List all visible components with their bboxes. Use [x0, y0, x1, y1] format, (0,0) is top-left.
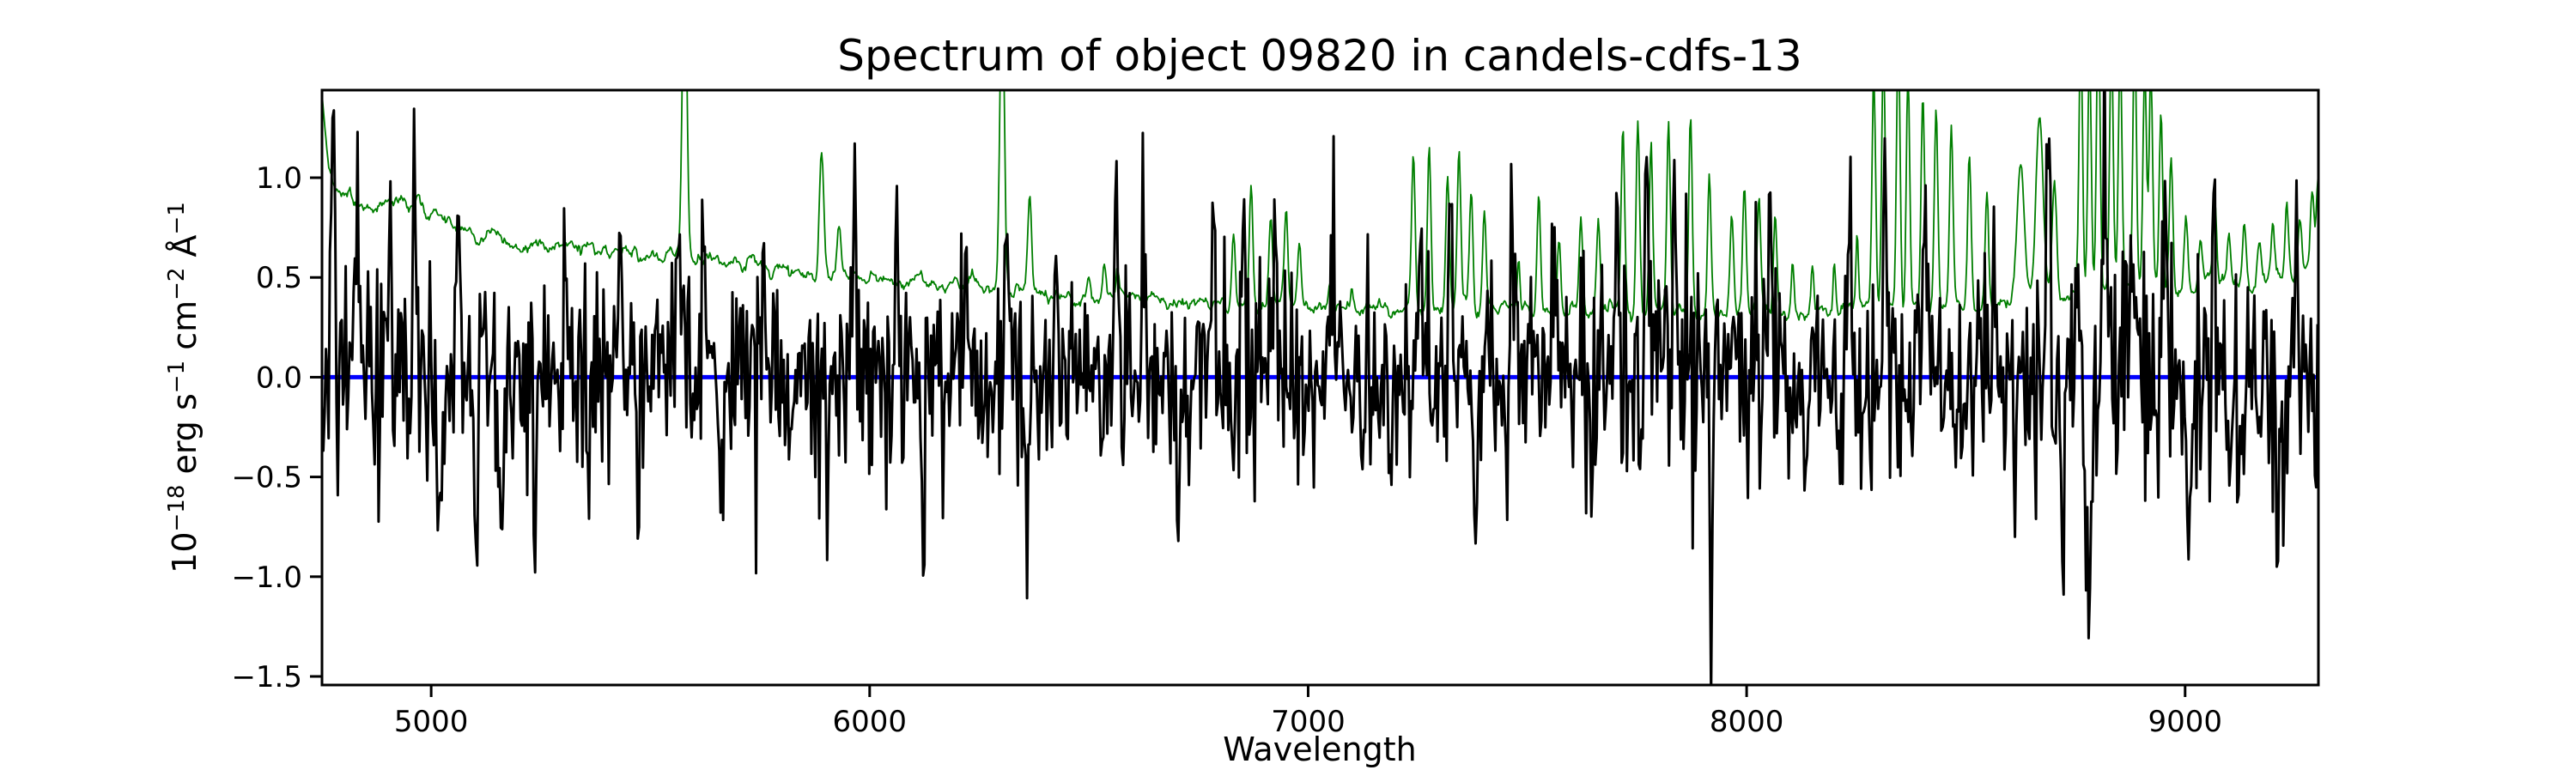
x-tick-label: 9000 [2148, 705, 2222, 739]
flux-spectrum-line [322, 90, 2318, 685]
y-axis-label-segment: erg s [166, 393, 204, 484]
chart-title: Spectrum of object 09820 in candels-cdfs… [837, 31, 1802, 81]
x-tick-label: 5000 [394, 705, 469, 739]
x-tick-label: 8000 [1710, 705, 1784, 739]
y-axis-label-segment: cm [166, 300, 204, 361]
y-axis-label-segment: 10 [166, 532, 204, 573]
y-tick-label: −1.5 [231, 660, 302, 694]
y-tick-label: −1.0 [231, 561, 302, 595]
y-tick-label: 0.0 [256, 361, 302, 395]
y-axis-label-superscript: −18 [164, 485, 190, 532]
x-axis-label: Wavelength [1223, 731, 1416, 768]
y-axis-label-superscript: −1 [164, 202, 190, 234]
y-tick-label: 0.5 [256, 261, 302, 295]
y-tick-label: −0.5 [231, 461, 302, 495]
y-tick-label: 1.0 [256, 161, 302, 196]
y-axis-label-superscript: −2 [164, 268, 190, 300]
x-tick-label: 7000 [1271, 705, 1346, 739]
plot-frame [320, 88, 2320, 687]
sky-error-spectrum-line [322, 90, 2318, 323]
y-axis-label-superscript: −1 [164, 361, 190, 393]
x-tick-label: 6000 [833, 705, 908, 739]
y-axis-label-segment: Å [166, 234, 204, 267]
y-axis-label: 10−18 erg s−1 cm−2 Å−1 [164, 202, 204, 573]
axes-layer: 5000 6000 7000 8000 9000 1.0 0.5 0.0 −0.5 −1.0 −1.… [231, 88, 2320, 739]
plot-data-area [322, 90, 2318, 685]
